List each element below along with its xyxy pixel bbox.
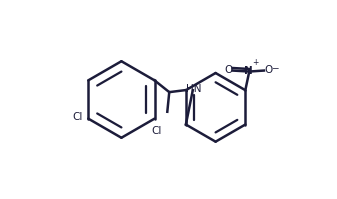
Text: Cl: Cl — [151, 126, 162, 136]
Text: HN: HN — [186, 84, 202, 94]
Text: N: N — [244, 65, 253, 76]
Text: Cl: Cl — [72, 112, 82, 122]
Text: O: O — [224, 65, 233, 75]
Text: O: O — [264, 65, 272, 75]
Text: −: − — [271, 63, 279, 72]
Text: +: + — [252, 58, 258, 67]
